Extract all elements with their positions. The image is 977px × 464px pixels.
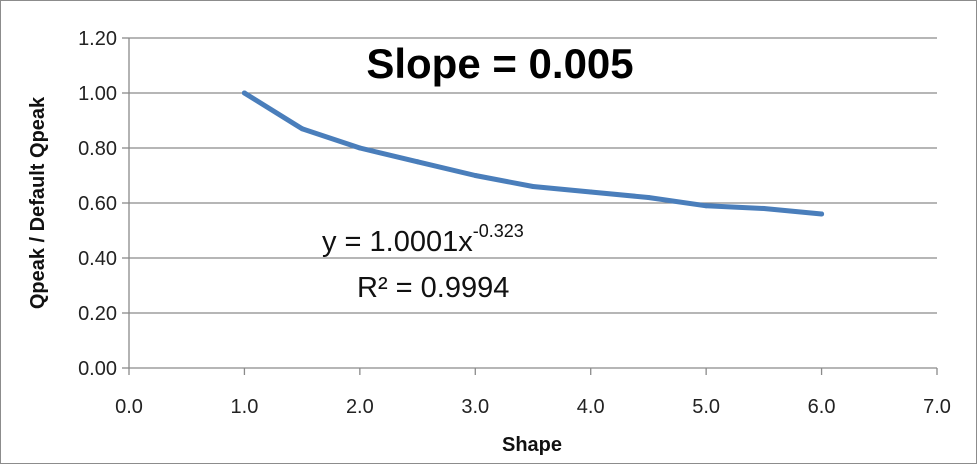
series-line [241,90,825,217]
axes [122,37,938,375]
data-point [472,173,478,178]
chart-title: Slope = 0.005 [366,40,633,87]
x-tick-label: 7.0 [923,396,951,418]
data-point [357,145,363,151]
trendline-equation: y = 1.0001x-0.323 [322,221,524,258]
series-layer [241,90,825,217]
y-tick-label: 0.00 [78,358,117,380]
data-point [299,126,305,132]
x-axis-title: Shape [502,434,562,456]
y-tick-label: 0.40 [78,248,117,270]
data-point [588,189,594,195]
data-point [241,90,247,96]
y-axis-title: Qpeak / Default Qpeak [27,96,49,309]
x-tick-label: 3.0 [461,396,489,418]
y-tick-label: 0.20 [78,303,117,325]
r-squared-text: R² = 0.9994 [357,272,509,304]
y-tick-label: 0.80 [78,138,117,160]
equation-exponent: -0.323 [473,221,524,241]
r2-label: R² [357,272,388,304]
x-tick-label: 0.0 [115,396,143,418]
equation-base: y = 1.0001x [322,226,473,258]
x-tick-label: 4.0 [577,396,605,418]
x-tick-label: 6.0 [808,396,836,418]
y-tick-label: 1.20 [78,28,117,50]
y-tick-label: 1.00 [78,83,117,105]
data-point [645,195,651,200]
data-point [415,159,421,165]
data-point [703,203,709,209]
tick-labels: 0.00 0.20 0.40 0.60 0.80 1.00 1.20 0.0 1.0 2.0 3.0… [78,28,951,418]
x-tick-label: 2.0 [346,396,374,418]
data-point [530,184,536,189]
gridlines [129,37,937,314]
data-point [761,206,767,211]
x-tick-label: 5.0 [692,396,720,418]
x-tick-label: 1.0 [231,396,259,418]
r2-value: = 0.9994 [388,272,510,304]
data-point [819,211,825,217]
y-tick-label: 0.60 [78,193,117,215]
